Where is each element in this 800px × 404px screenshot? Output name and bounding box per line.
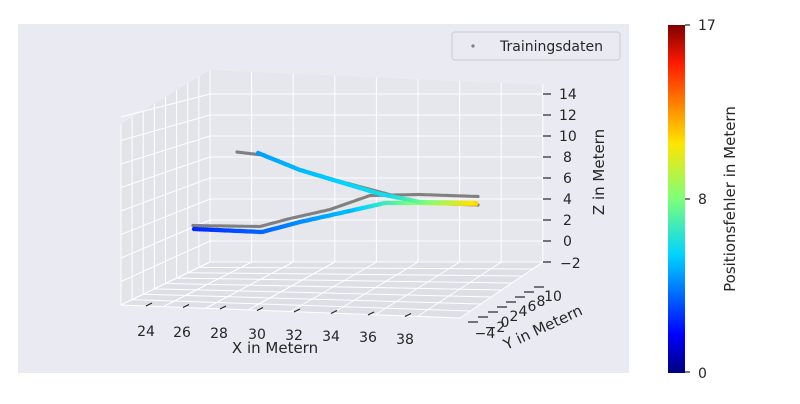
- z-axis-label: Z in Metern: [590, 129, 608, 215]
- x-tick-label: 36: [359, 330, 377, 346]
- z-tick-label: 2: [563, 213, 572, 229]
- x-tick: [404, 312, 412, 318]
- tick-marks: [145, 93, 551, 323]
- y-tick-label: −4: [475, 326, 496, 342]
- x-tick: [330, 309, 338, 315]
- x-tick: [293, 308, 301, 313]
- grid-line: [154, 288, 492, 298]
- x-tick-label: 24: [137, 324, 155, 340]
- z-tick-label: 12: [559, 108, 577, 124]
- legend-marker: [471, 44, 475, 48]
- grid-line: [132, 299, 471, 312]
- x-tick: [367, 311, 375, 316]
- y-tick-labels: −4 −2 0 2 4 6 8 10: [475, 289, 562, 342]
- y-tick-label: −2: [485, 320, 506, 336]
- training-point: [476, 194, 480, 199]
- x-tick-label: 30: [248, 327, 266, 343]
- colorbar-gradient: [668, 25, 685, 373]
- legend-label: Trainingsdaten: [499, 39, 603, 55]
- x-tick-label: 32: [285, 328, 303, 344]
- z-tick-labels: −2 0 2 4 6 8 10 12 14: [559, 87, 581, 272]
- x-tick: [219, 305, 227, 310]
- y-tick-label: 2: [510, 309, 519, 325]
- z-tick-label: 6: [563, 171, 572, 187]
- legend-box: [451, 31, 621, 61]
- x-tick: [145, 302, 153, 307]
- x-tick: [182, 303, 190, 309]
- x-tick-label: 34: [322, 329, 340, 345]
- grid-lines: [120, 70, 544, 319]
- z-tick-label: 8: [563, 150, 572, 166]
- grid-line: [176, 277, 512, 284]
- legend: Trainingsdaten: [451, 31, 621, 61]
- grid-line: [198, 266, 533, 270]
- x-tick-labels: 24 26 28 30 32 34 36 38: [137, 324, 414, 348]
- colorbar-tick-label: 8: [698, 192, 707, 208]
- x-tick: [256, 306, 264, 312]
- z-tick-label: 4: [563, 192, 572, 208]
- colorbar-tick-label: 0: [698, 366, 707, 382]
- x-tick-label: 38: [396, 332, 414, 348]
- z-tick-label: 14: [559, 87, 577, 103]
- x-tick-label: 28: [210, 326, 228, 342]
- grid-line: [143, 293, 481, 305]
- y-tick-label: 4: [519, 304, 528, 320]
- error-points: [191, 150, 479, 235]
- z-tick-label: 10: [559, 129, 577, 145]
- y-tick-label: 10: [544, 289, 562, 305]
- grid-line: [165, 283, 502, 291]
- z-tick-label: 0: [563, 234, 572, 250]
- grid-line: [120, 304, 461, 319]
- error-point: [473, 200, 479, 206]
- y-tick-label: 0: [501, 315, 510, 331]
- y-tick-label: 6: [528, 299, 537, 315]
- colorbar: 17 8 0 Positionsfehler in Metern: [668, 18, 739, 382]
- colorbar-tick-label: 17: [698, 18, 716, 34]
- y-tick-label: 8: [537, 294, 546, 310]
- colorbar-label: Positionsfehler in Metern: [721, 106, 739, 292]
- grid-line: [187, 272, 523, 277]
- z-tick-label: −2: [560, 256, 581, 272]
- x-tick-label: 26: [173, 325, 191, 341]
- x-axis-label: X in Metern: [232, 339, 318, 357]
